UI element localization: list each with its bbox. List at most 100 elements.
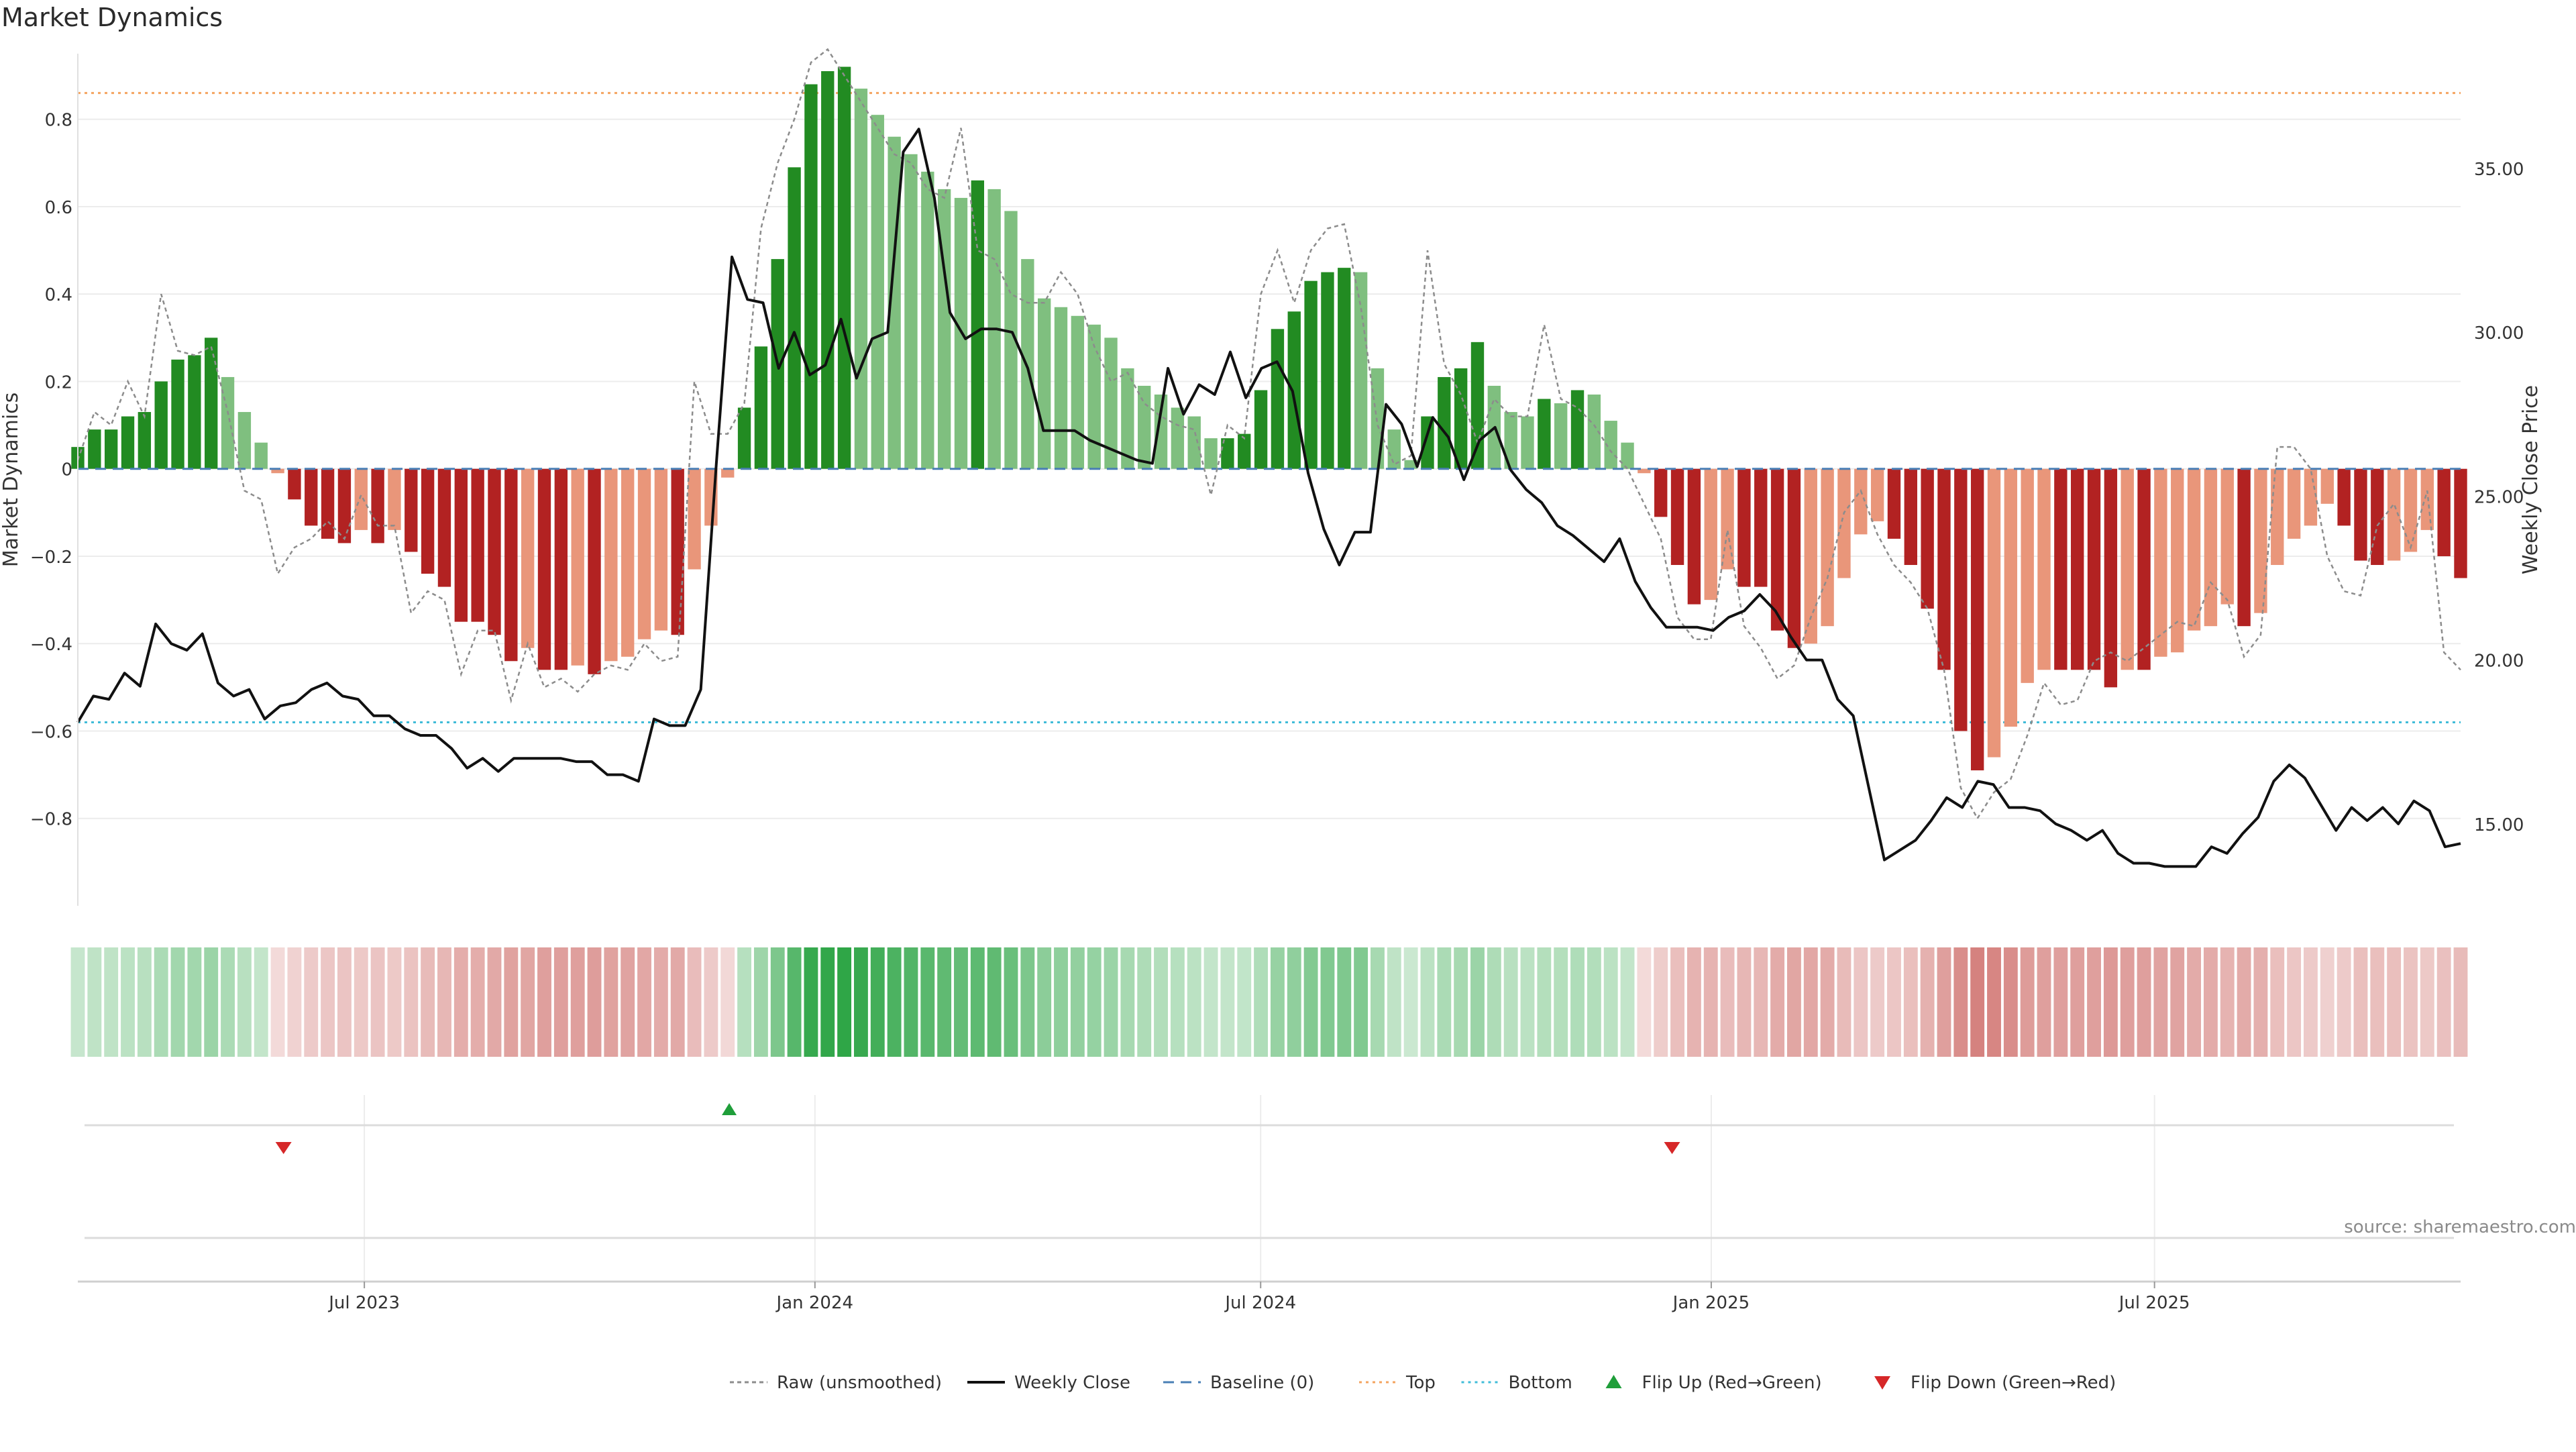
- heat-cell: [1470, 947, 1485, 1057]
- heat-cell: [2070, 947, 2085, 1057]
- legend-item-bottom: Bottom: [1461, 1373, 1572, 1393]
- dynamics-bar: [371, 468, 384, 543]
- heat-cell: [2353, 947, 2368, 1057]
- dynamics-bar: [2271, 468, 2284, 565]
- dynamics-bar: [2054, 468, 2068, 670]
- heat-cell: [2003, 947, 2018, 1057]
- heat-cell: [1087, 947, 1102, 1057]
- heat-cell: [1970, 947, 1985, 1057]
- heat-cell: [870, 947, 885, 1057]
- y-tick-label: −0.6: [30, 722, 72, 742]
- dynamics-bar: [1970, 468, 1984, 771]
- dynamics-bar: [1854, 468, 1868, 535]
- heat-cell: [1554, 947, 1568, 1057]
- dynamics-bar: [871, 115, 884, 469]
- dynamics-bar: [1354, 272, 1368, 469]
- heat-cell: [804, 947, 818, 1057]
- heat-cell: [1387, 947, 1401, 1057]
- y-tick-label: 0.6: [45, 198, 72, 218]
- dynamics-bar: [237, 412, 252, 469]
- dynamics-bar: [2420, 468, 2434, 530]
- heat-cell: [1104, 947, 1118, 1057]
- heat-cell: [1937, 947, 1951, 1057]
- dynamics-bar: [688, 468, 701, 570]
- heat-cell: [1987, 947, 2001, 1057]
- legend-label: Top: [1405, 1373, 1436, 1393]
- heat-cell: [104, 947, 119, 1057]
- heat-cell: [753, 947, 768, 1057]
- dynamics-bar: [1287, 311, 1301, 469]
- heat-cell: [920, 947, 935, 1057]
- heat-cell: [1054, 947, 1068, 1057]
- legend-item-baseline: Baseline (0): [1163, 1373, 1314, 1393]
- heat-cell: [1887, 947, 1901, 1057]
- dynamics-bar: [921, 171, 934, 469]
- dynamics-bar: [1921, 468, 1934, 609]
- heat-cell: [2020, 947, 2035, 1057]
- dynamics-bar: [488, 468, 501, 635]
- heat-cell: [2237, 947, 2251, 1057]
- heat-cell: [2370, 947, 2385, 1057]
- dynamics-bar: [721, 468, 735, 478]
- heat-cell: [970, 947, 985, 1057]
- dynamics-bar: [1654, 468, 1668, 517]
- dynamics-bar: [671, 468, 684, 635]
- weekly-close-line: [76, 127, 2461, 868]
- heat-cell: [521, 947, 535, 1057]
- dynamics-bar: [1954, 468, 1968, 731]
- heat-cell: [270, 947, 285, 1057]
- heat-cell: [1203, 947, 1218, 1057]
- heat-cell: [621, 947, 635, 1057]
- dynamics-bar: [2354, 468, 2367, 561]
- heat-cell: [704, 947, 718, 1057]
- dynamics-bar: [1770, 468, 1784, 631]
- dynamics-bar: [1470, 342, 1485, 469]
- heat-cell: [254, 947, 268, 1057]
- dynamics-bar: [837, 66, 851, 469]
- y2-tick-label: 35.00: [2474, 160, 2524, 180]
- heat-cell: [2153, 947, 2168, 1057]
- dynamics-bar: [1121, 368, 1134, 469]
- dynamics-bar: [305, 468, 318, 526]
- heat-cell: [1220, 947, 1235, 1057]
- dynamics-bar: [104, 429, 118, 469]
- legend-swatch-flip-up: [1605, 1375, 1622, 1388]
- dynamics-bar: [2121, 468, 2134, 670]
- dynamics-bar: [1071, 315, 1085, 469]
- heat-cell: [637, 947, 651, 1057]
- heat-cell: [787, 947, 802, 1057]
- dynamics-bar: [1254, 390, 1268, 469]
- legend-item-flip_down: Flip Down (Green→Red): [1874, 1373, 2116, 1393]
- dynamics-bar: [1454, 368, 1468, 469]
- heat-cell: [2270, 947, 2285, 1057]
- dynamics-bar: [1787, 468, 1801, 648]
- dynamics-bar: [1521, 416, 1534, 469]
- heat-cell: [1287, 947, 1301, 1057]
- dynamics-bar: [1570, 390, 1585, 469]
- dynamics-bar: [2454, 468, 2467, 578]
- dynamics-bar: [1821, 468, 1834, 627]
- dynamics-bar: [2337, 468, 2351, 526]
- dynamics-bar: [1737, 468, 1751, 587]
- dynamics-bar: [321, 468, 335, 539]
- heat-cell: [2287, 947, 2302, 1057]
- dynamics-bar: [537, 468, 551, 670]
- heat-cell: [287, 947, 302, 1057]
- heat-cell: [720, 947, 735, 1057]
- dynamics-bar: [1054, 307, 1068, 469]
- heat-cell: [404, 947, 419, 1057]
- heat-cell: [1371, 947, 1385, 1057]
- dynamics-bar: [2021, 468, 2034, 683]
- heat-cell: [1354, 947, 1368, 1057]
- dynamics-bar: [2437, 468, 2451, 556]
- heat-cell: [2253, 947, 2268, 1057]
- heat-cell: [1420, 947, 1435, 1057]
- heat-cell: [1037, 947, 1052, 1057]
- dynamics-bar: [2171, 468, 2184, 653]
- dynamics-bar: [2387, 468, 2401, 561]
- heat-cell: [1170, 947, 1185, 1057]
- heat-cell: [204, 947, 219, 1057]
- dynamics-bar: [188, 355, 201, 469]
- heat-cell: [321, 947, 335, 1057]
